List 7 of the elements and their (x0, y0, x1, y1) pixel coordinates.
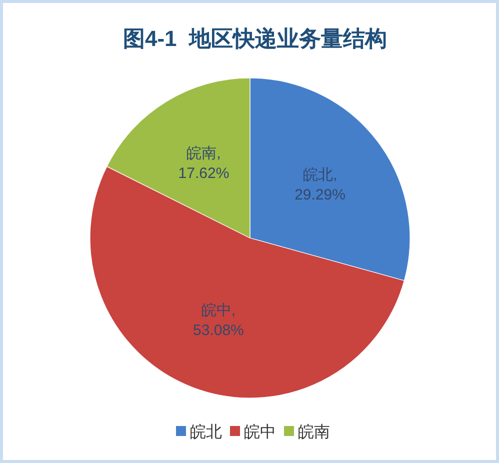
data-label: 皖北, 29.29% (294, 166, 346, 204)
legend-label: 皖南 (298, 423, 330, 441)
legend-label: 皖中 (244, 423, 276, 441)
data-label: 皖南, 17.62% (178, 145, 230, 182)
data-label: 皖中, 53.08% (193, 302, 244, 340)
legend-label: 皖北 (190, 423, 222, 441)
chart-title: 图4-1 地区快递业务量结构 (122, 26, 388, 51)
